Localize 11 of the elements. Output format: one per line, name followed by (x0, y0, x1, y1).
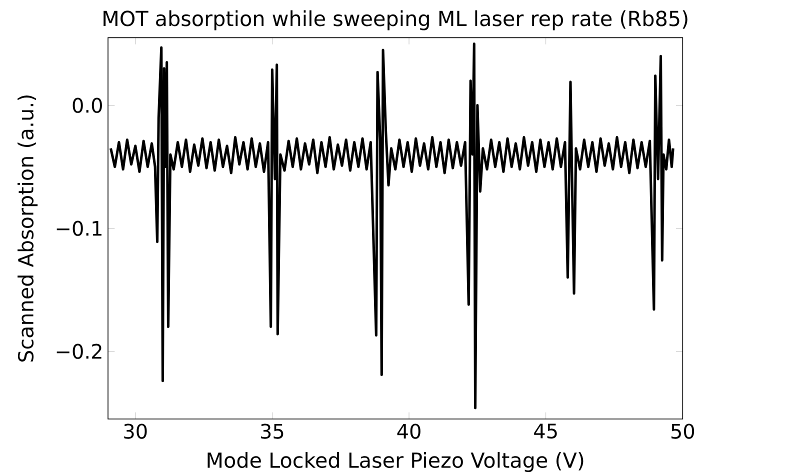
y-axis-title: Scanned Absorption (a.u.) (18, 95, 38, 362)
x-tick-label: 30 (124, 424, 147, 439)
y-tick-label: −0.1 (56, 220, 102, 236)
x-tick-label: 35 (261, 424, 284, 439)
y-tick-label: −0.2 (56, 344, 102, 359)
x-tick-label: 50 (671, 424, 694, 439)
x-tick-label: 45 (534, 424, 557, 439)
x-tick-label: 40 (397, 424, 420, 439)
chart-title: MOT absorption while sweeping ML laser rep rate (Rb85) (104, 10, 688, 30)
y-tick-label: 0.0 (72, 98, 102, 113)
x-axis-title: Mode Locked Laser Piezo Voltage (V) (208, 452, 584, 472)
